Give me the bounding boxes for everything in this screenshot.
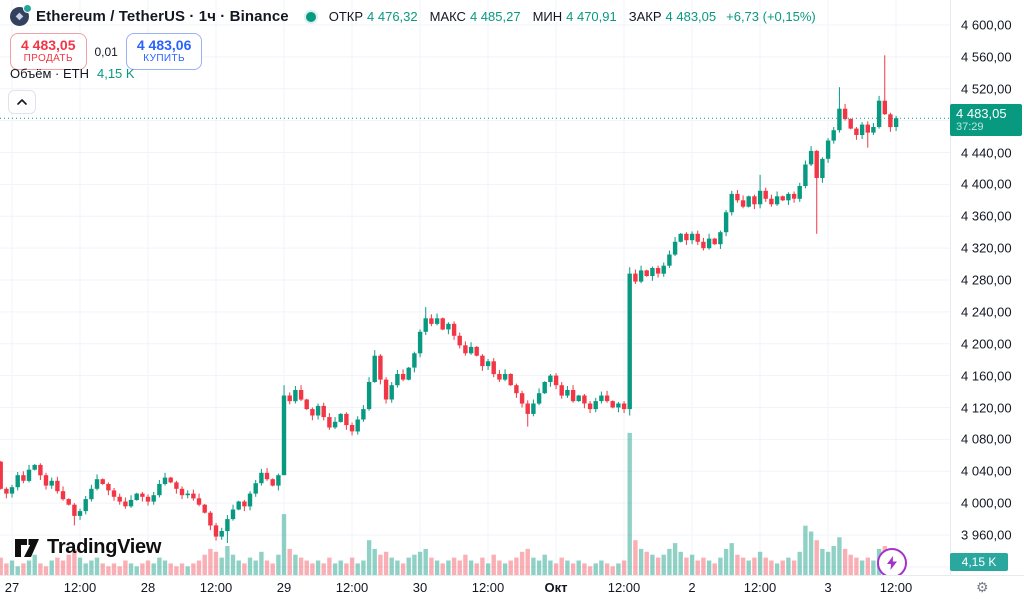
time-tick-label: 30 bbox=[412, 580, 428, 595]
eth-diamond-glyph: ◆ bbox=[15, 10, 24, 22]
quick-trade-button[interactable] bbox=[877, 548, 907, 578]
axis-settings-gear-icon[interactable]: ⚙ bbox=[976, 579, 989, 595]
lightning-bolt-icon bbox=[887, 556, 897, 570]
time-tick-label: 12:00 bbox=[743, 580, 777, 595]
sell-label: ПРОДАТЬ bbox=[23, 53, 73, 64]
time-tick-label: 27 bbox=[4, 580, 20, 595]
price-axis[interactable]: 4 600,00 4 560,00 4 520,00 4 440,00 4 400,00… bbox=[950, 0, 1024, 575]
bar-countdown: 37:29 bbox=[956, 121, 984, 134]
tradingview-logo-icon bbox=[15, 538, 39, 557]
high-value: 4 485,27 bbox=[469, 9, 521, 24]
price-tick-label: 4 320,00 bbox=[961, 240, 1012, 256]
time-tick-label: 3 bbox=[824, 580, 832, 595]
price-tick-label: 4 000,00 bbox=[961, 495, 1012, 511]
low-label: МИН bbox=[532, 9, 563, 24]
price-tick-label: 3 960,00 bbox=[961, 527, 1012, 543]
price-tick-label: 4 080,00 bbox=[961, 431, 1012, 447]
time-tick-label: 29 bbox=[276, 580, 292, 595]
price-tick-label: 4 120,00 bbox=[961, 400, 1012, 415]
open-value: 4 476,32 bbox=[367, 9, 418, 24]
time-tick-label: 12:00 bbox=[471, 580, 505, 595]
current-price-value: 4 483,05 bbox=[956, 106, 1007, 122]
time-tick-label: 12:00 bbox=[879, 580, 913, 595]
time-tick-label: 12:00 bbox=[63, 580, 97, 595]
time-tick-label: 12:00 bbox=[199, 580, 233, 595]
exchange-mini-badge-icon bbox=[23, 4, 32, 13]
price-tick-label: 4 520,00 bbox=[961, 81, 1012, 97]
time-tick-label: 12:00 bbox=[607, 580, 641, 595]
ohlc-row: ОТКР 4 476,32 МАКС 4 485,27 МИН 4 470,91… bbox=[329, 9, 816, 24]
trade-panel: 4 483,05 ПРОДАТЬ 0,01 4 483,06 КУПИТЬ bbox=[10, 33, 203, 70]
collapse-panel-button[interactable] bbox=[8, 90, 36, 114]
price-tick-label: 4 280,00 bbox=[961, 272, 1012, 288]
time-tick-label: 12:00 bbox=[335, 580, 369, 595]
close-value: 4 483,05 bbox=[665, 9, 717, 24]
volume-study-value: 4,15 K bbox=[96, 66, 135, 81]
current-price-badge: 4 483,05 37:29 bbox=[950, 104, 1022, 137]
volume-study-label: Объём · ETH bbox=[10, 66, 89, 81]
close-label: ЗАКР bbox=[628, 9, 662, 24]
symbol-title[interactable]: Ethereum / TetherUS · 1ч · Binance bbox=[36, 8, 289, 25]
buy-price: 4 483,06 bbox=[136, 37, 192, 53]
time-tick-label: 2 bbox=[688, 580, 696, 595]
change-value: +6,73 (+0,15%) bbox=[726, 9, 816, 24]
sell-price: 4 483,05 bbox=[21, 37, 76, 53]
sell-button[interactable]: 4 483,05 ПРОДАТЬ bbox=[10, 33, 87, 70]
high-label: МАКС bbox=[429, 9, 466, 24]
price-tick-label: 4 440,00 bbox=[961, 145, 1012, 160]
spread-value: 0,01 bbox=[86, 44, 126, 59]
market-status-dot-icon[interactable] bbox=[305, 11, 316, 22]
time-tick-label: Окт bbox=[544, 580, 568, 595]
low-value: 4 470,91 bbox=[566, 9, 617, 24]
ethereum-icon[interactable]: ◆ bbox=[10, 4, 32, 26]
price-tick-label: 4 560,00 bbox=[961, 49, 1012, 65]
symbol-header: ◆ Ethereum / TetherUS · 1ч · Binance ОТК… bbox=[10, 4, 816, 26]
tradingview-logo[interactable]: TradingView bbox=[14, 536, 161, 559]
volume-study-row[interactable]: Объём · ETH 4,15 K bbox=[10, 66, 135, 81]
tradingview-logo-text: TradingView bbox=[47, 536, 162, 558]
price-tick-label: 4 360,00 bbox=[961, 208, 1012, 224]
current-volume-badge: 4,15 K bbox=[950, 553, 1008, 571]
time-axis[interactable]: ⚙ 27 12:00 28 12:00 29 12:00 30 12:00 Окт 12:00 2 1… bbox=[0, 575, 1024, 599]
buy-label: КУПИТЬ bbox=[143, 53, 185, 64]
candles bbox=[0, 55, 899, 543]
price-tick-label: 4 240,00 bbox=[961, 304, 1012, 320]
price-tick-label: 4 400,00 bbox=[961, 176, 1012, 192]
open-label: ОТКР bbox=[328, 9, 364, 24]
grid-lines bbox=[0, 0, 950, 575]
chevron-up-icon bbox=[17, 99, 27, 105]
time-tick-label: 28 bbox=[140, 580, 156, 595]
price-tick-label: 4 600,00 bbox=[961, 17, 1012, 33]
buy-button[interactable]: 4 483,06 КУПИТЬ bbox=[125, 33, 203, 70]
price-tick-label: 4 200,00 bbox=[961, 336, 1012, 352]
price-tick-label: 4 160,00 bbox=[961, 368, 1012, 384]
price-tick-label: 4 040,00 bbox=[961, 463, 1012, 479]
